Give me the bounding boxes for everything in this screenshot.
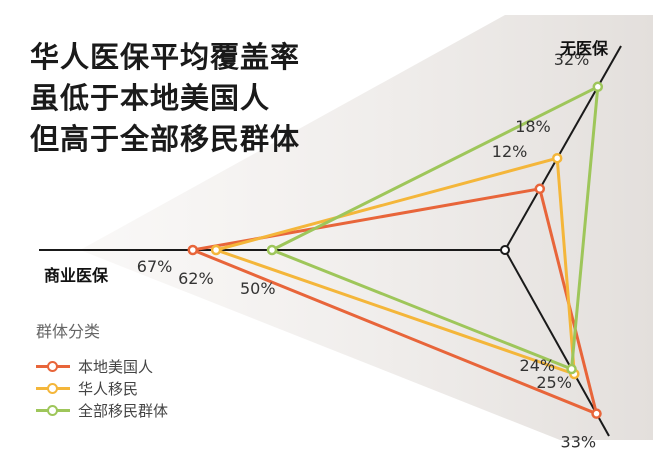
series-group [187,81,604,419]
data-point [551,152,563,164]
data-label: 33% [561,433,597,452]
center-point [500,245,510,255]
legend-title: 群体分类 [36,322,101,341]
data-label: 24% [520,356,556,375]
chart-title-line-2: 虽低于本地美国人 [30,81,271,115]
axis-third [504,249,610,437]
data-label: 12% [492,142,528,161]
legend-swatch [36,359,70,373]
data-point [592,81,604,93]
chart-title-line-1: 华人医保平均覆盖率 [30,40,301,74]
axis-label-private-insurance: 商业医保 [44,266,109,285]
series-line-1 [214,156,576,376]
data-label: 62% [178,269,214,288]
axis-uninsured [504,45,622,251]
data-point [187,244,199,256]
data-point [210,244,222,256]
series-line-2 [270,85,600,371]
data-label: 32% [554,50,590,69]
legend-label: 本地美国人 [78,357,154,376]
data-label: 25% [536,373,572,392]
data-labels: 12% 67% 33% 18% 62% 25% 32% 50% 24% [137,50,596,452]
legend-item-all-immigrants: 全部移民群体 [36,400,168,420]
legend-swatch [36,381,70,395]
legend-label: 全部移民群体 [78,401,169,420]
data-point [566,363,577,375]
data-point [591,408,602,419]
legend-item-native-americans: 本地美国人 [36,356,153,376]
data-label: 67% [137,257,173,276]
data-point [534,183,546,195]
axis-label-uninsured: 无医保 [560,39,609,58]
legend-item-chinese-immigrants: 华人移民 [36,378,138,398]
legend-swatch [36,403,70,417]
chart-title-line-3: 但高于全部移民群体 [30,122,301,156]
background-wedge [80,15,653,440]
data-label: 50% [240,279,276,298]
legend-label: 华人移民 [78,379,139,398]
data-label: 18% [515,117,551,136]
data-point [266,244,278,256]
